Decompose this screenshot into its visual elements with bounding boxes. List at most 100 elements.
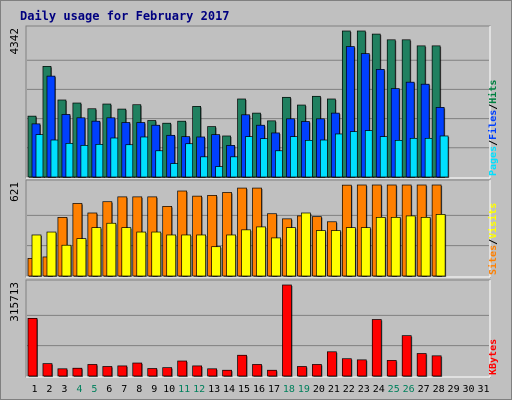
bar-kbytes-day-21	[327, 351, 337, 377]
legend-text: Pages/Files/Hits	[487, 80, 499, 176]
chart-title: Daily usage for February 2017	[20, 9, 230, 23]
x-tick-label-17: 17	[268, 384, 280, 395]
bar-kbytes-day-13	[207, 368, 217, 377]
bar-sites-day-11	[181, 234, 192, 277]
legend-entry: KBytes	[488, 339, 499, 375]
bar-kbytes-day-28	[431, 355, 442, 377]
bar-kbytes-day-8	[132, 362, 143, 377]
x-tick-label-13: 13	[208, 384, 220, 395]
bar-sites-day-13	[211, 246, 221, 277]
x-tick-label-8: 8	[136, 384, 142, 395]
x-tick-label-20: 20	[313, 384, 325, 395]
bar-kbytes-day-1	[27, 318, 38, 377]
bar-sites-day-20	[316, 230, 326, 277]
legend-text: Sites/Visits	[487, 203, 499, 275]
bar-sites-day-3	[61, 244, 72, 277]
bar-sites-day-27	[420, 217, 431, 277]
legend-text: KBytes	[488, 339, 499, 375]
x-axis: 1 2 3 4 5 6 7 8 9 10 11 12 13 14 15 16 17 18 19 20 21 22 23 24 2…	[31, 384, 489, 395]
y-max-label: 4342	[8, 28, 21, 55]
bar-kbytes-day-10	[162, 367, 173, 377]
bar-sites-day-22	[345, 227, 356, 277]
bar-kbytes-day-5	[87, 364, 98, 377]
x-tick-label-6: 6	[106, 384, 112, 395]
bar-sites-day-2	[46, 231, 57, 277]
legend-entry: Pages	[488, 146, 499, 176]
x-tick-label-30: 30	[463, 384, 475, 395]
legend-visits: Sites/Visits	[487, 203, 499, 275]
bar-sites-day-18	[286, 227, 296, 277]
y-max-label: 621	[8, 182, 21, 202]
bar-sites-day-5	[91, 227, 102, 277]
bar-kbytes-day-16	[252, 364, 262, 377]
x-tick-label-16: 16	[253, 384, 265, 395]
bar-kbytes-day-3	[57, 368, 68, 377]
bar-sites-day-15	[241, 229, 251, 277]
bar-kbytes-day-22	[341, 358, 352, 377]
bar-kbytes-day-17	[267, 369, 277, 377]
bar-kbytes-day-9	[147, 368, 158, 377]
legend-entry: Hits	[487, 80, 499, 104]
bar-kbytes-day-25	[386, 360, 397, 377]
x-tick-label-19: 19	[298, 384, 310, 395]
bar-kbytes-day-15	[237, 354, 247, 377]
x-tick-label-10: 10	[163, 384, 175, 395]
bar-kbytes-day-2	[42, 363, 53, 377]
x-tick-label-27: 27	[418, 384, 430, 395]
x-tick-label-31: 31	[477, 384, 489, 395]
x-tick-label-9: 9	[151, 384, 157, 395]
bar-sites-day-16	[256, 226, 266, 277]
legend-entry: Files	[487, 110, 499, 140]
bar-sites-day-7	[121, 227, 132, 277]
y-max-label: 315713	[8, 282, 21, 322]
legend-hits: Pages/Files/Hits	[487, 80, 499, 176]
bar-sites-day-14	[226, 234, 236, 277]
bar-kbytes-day-7	[117, 365, 128, 377]
x-tick-label-3: 3	[61, 384, 67, 395]
bar-sites-day-6	[106, 222, 117, 277]
bar-kbytes-day-19	[297, 366, 307, 377]
bar-sites-day-12	[196, 234, 206, 277]
x-tick-label-5: 5	[91, 384, 97, 395]
x-tick-label-29: 29	[448, 384, 460, 395]
bar-sites-day-25	[390, 217, 401, 277]
legend-entry: /	[488, 140, 499, 146]
bar-sites-day-1	[31, 234, 42, 277]
chart-panels: 4342Pages/Files/Hits621Sites/Visits31571…	[8, 25, 499, 378]
x-tick-label-11: 11	[178, 384, 190, 395]
bar-sites-day-19	[301, 212, 311, 277]
x-tick-label-26: 26	[403, 384, 415, 395]
bar-sites-day-10	[166, 234, 177, 277]
bar-kbytes-day-6	[102, 366, 113, 377]
x-tick-label-15: 15	[238, 384, 250, 395]
legend-entry: /	[488, 104, 499, 110]
x-tick-label-28: 28	[433, 384, 445, 395]
x-tick-label-22: 22	[343, 384, 355, 395]
x-tick-label-4: 4	[76, 384, 82, 395]
bar-sites-day-28	[435, 214, 446, 277]
x-tick-label-21: 21	[328, 384, 340, 395]
bar-sites-day-8	[136, 231, 147, 277]
x-tick-label-18: 18	[283, 384, 295, 395]
bar-sites-day-17	[271, 237, 281, 277]
bar-kbytes-day-11	[177, 360, 188, 377]
bar-sites-day-4	[76, 238, 87, 277]
x-tick-label-14: 14	[223, 384, 235, 395]
bar-kbytes-day-14	[222, 369, 232, 377]
legend-entry: Sites	[487, 245, 499, 275]
legend-kbytes: KBytes	[488, 339, 499, 375]
x-tick-label-24: 24	[373, 384, 385, 395]
bar-kbytes-day-27	[416, 353, 427, 377]
bar-pages-day-28	[439, 135, 449, 178]
bar-kbytes-day-20	[312, 364, 322, 377]
bar-sites-day-9	[151, 231, 162, 277]
x-tick-label-2: 2	[46, 384, 52, 395]
bar-kbytes-day-24	[371, 319, 382, 377]
legend-entry: /	[488, 239, 499, 245]
x-tick-label-23: 23	[358, 384, 370, 395]
bar-kbytes-day-4	[72, 367, 83, 377]
legend-entry: Visits	[487, 203, 499, 239]
bar-kbytes-day-23	[356, 359, 367, 377]
